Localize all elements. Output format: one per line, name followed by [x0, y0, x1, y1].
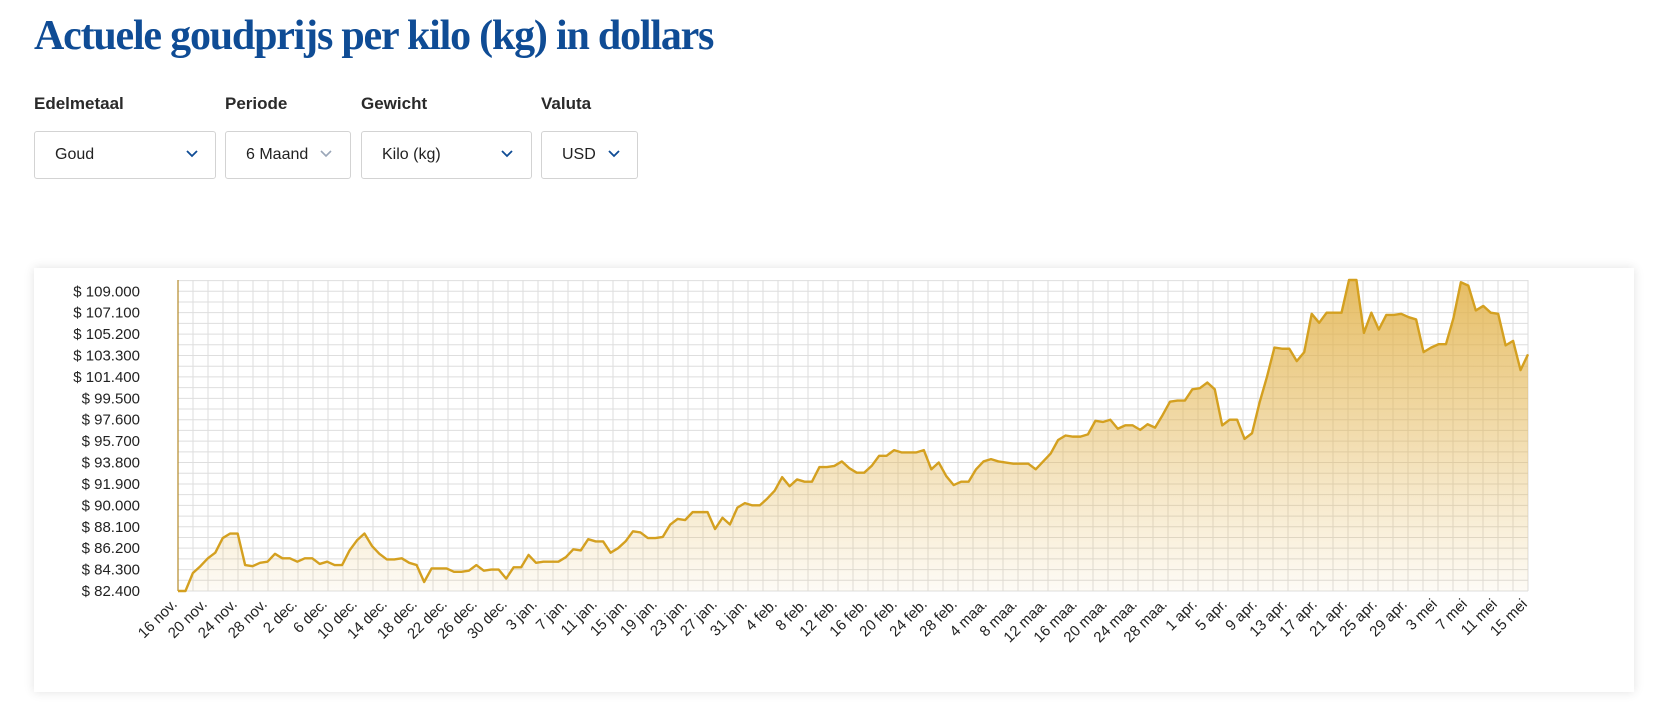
filter-periode: Periode 6 Maand — [225, 92, 351, 179]
filter-label-edelmetaal: Edelmetaal — [34, 94, 124, 113]
edelmetaal-select[interactable]: Goud — [34, 131, 216, 179]
y-tick-label: $ 101.400 — [73, 369, 140, 386]
y-tick-label: $ 99.500 — [82, 390, 140, 407]
filter-label-gewicht: Gewicht — [361, 94, 428, 113]
y-tick-label: $ 82.400 — [82, 583, 140, 600]
y-tick-label: $ 97.600 — [82, 412, 140, 429]
x-tick-label: 3 jan. — [503, 596, 541, 634]
y-tick-label: $ 91.900 — [82, 476, 140, 493]
filter-label-periode: Periode — [225, 94, 288, 113]
gewicht-select[interactable]: Kilo (kg) — [361, 131, 532, 179]
price-chart: $ 82.400 $ 84.300 $ 86.200 $ 88.100 $ 90.000… — [73, 278, 1531, 646]
y-tick-label: $ 88.100 — [82, 519, 140, 536]
gewicht-select-value: Kilo (kg) — [382, 146, 441, 163]
y-tick-label: $ 84.300 — [82, 562, 140, 579]
y-tick-label: $ 105.200 — [73, 326, 140, 343]
y-tick-label: $ 109.000 — [73, 283, 140, 300]
filter-valuta: Valuta USD — [541, 92, 638, 179]
filter-gewicht: Gewicht Kilo (kg) — [361, 92, 532, 179]
plot-area — [178, 278, 1530, 593]
chart-card: $ 82.400 $ 84.300 $ 86.200 $ 88.100 $ 90.000… — [34, 268, 1634, 692]
filter-edelmetaal: Edelmetaal Goud — [34, 92, 216, 179]
y-axis: $ 82.400 $ 84.300 $ 86.200 $ 88.100 $ 90.000… — [73, 283, 140, 600]
x-tick-label: 3 mei — [1403, 596, 1441, 634]
edelmetaal-select-value: Goud — [55, 146, 95, 163]
chevron-down-icon — [320, 150, 332, 158]
y-tick-label: $ 86.200 — [82, 540, 140, 557]
valuta-select-value: USD — [562, 146, 596, 163]
price-area — [178, 280, 1528, 591]
y-tick-label: $ 93.800 — [82, 455, 140, 472]
y-tick-label: $ 103.300 — [73, 347, 140, 364]
x-axis: 16 nov.20 nov.24 nov.28 nov.2 dec.6 dec.… — [135, 596, 1531, 646]
filter-label-valuta: Valuta — [541, 94, 592, 113]
y-tick-label: $ 95.700 — [82, 433, 140, 450]
page-title: Actuele goudprijs per kilo (kg) in dolla… — [34, 13, 714, 59]
valuta-select[interactable]: USD — [541, 131, 638, 179]
periode-select[interactable]: 6 Maand — [225, 131, 351, 179]
chevron-down-icon — [608, 150, 620, 158]
x-tick-label: 4 feb. — [742, 596, 781, 635]
periode-select-value: 6 Maand — [246, 146, 309, 163]
x-tick-label: 5 apr. — [1192, 596, 1231, 635]
x-tick-label: 1 apr. — [1162, 596, 1201, 635]
chevron-down-icon — [501, 150, 513, 158]
price-line — [178, 278, 1530, 593]
y-tick-label: $ 90.000 — [82, 497, 140, 514]
chevron-down-icon — [186, 150, 198, 158]
y-tick-label: $ 107.100 — [73, 305, 140, 322]
